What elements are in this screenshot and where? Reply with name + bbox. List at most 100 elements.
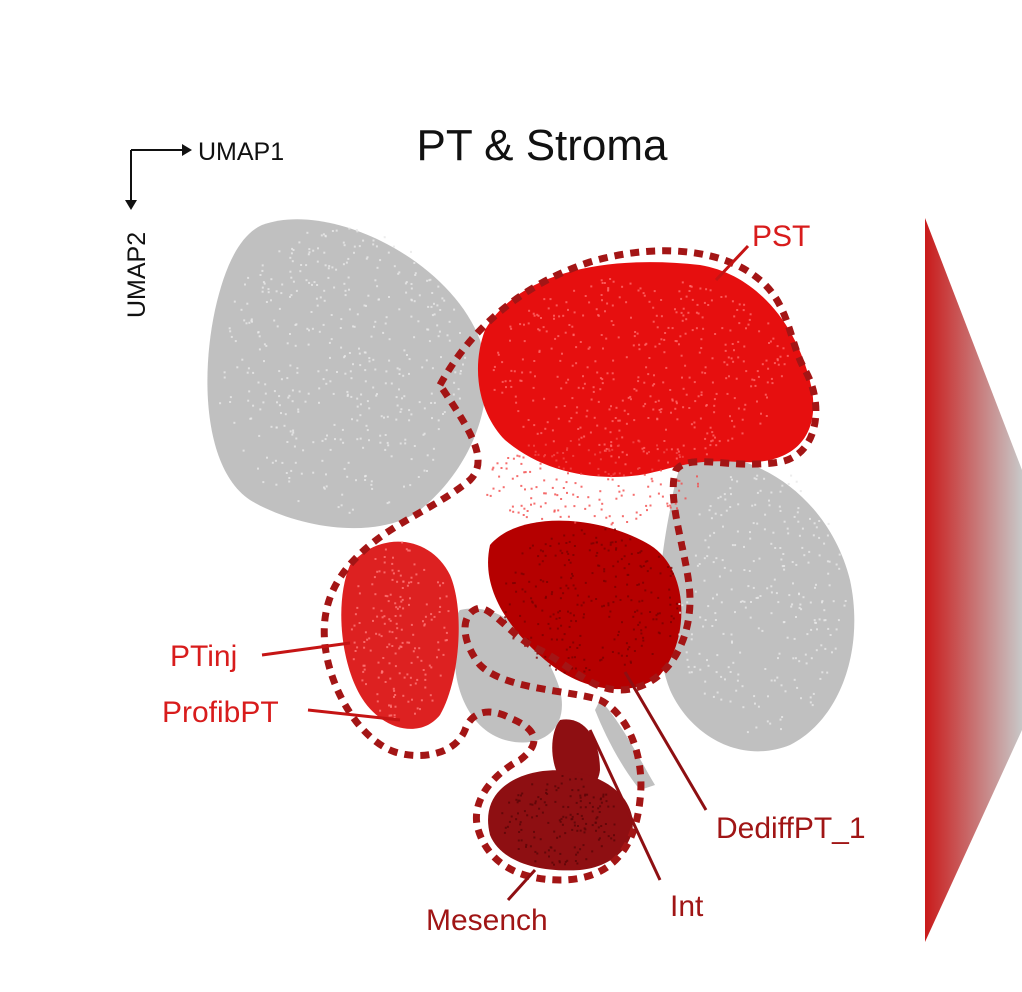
speckle-point — [429, 278, 432, 281]
speckle-point — [672, 617, 675, 620]
speckle-point — [791, 561, 794, 563]
speckle-point — [648, 357, 651, 359]
speckle-point — [786, 527, 789, 530]
speckle-point — [539, 505, 542, 508]
speckle-point — [604, 470, 607, 473]
speckle-point — [802, 596, 805, 599]
speckle-point — [787, 483, 790, 485]
speckle-point — [779, 718, 782, 721]
speckle-point — [379, 709, 382, 712]
speckle-point — [735, 689, 738, 692]
speckle-point — [325, 382, 328, 385]
speckle-point — [366, 638, 369, 641]
speckle-point — [439, 597, 442, 600]
speckle-point — [660, 408, 663, 411]
speckle-point — [684, 497, 687, 500]
speckle-point — [436, 656, 438, 659]
speckle-point — [286, 377, 289, 380]
speckle-point — [638, 467, 641, 469]
speckle-point — [716, 593, 718, 596]
speckle-point — [659, 572, 662, 575]
speckle-point — [634, 610, 636, 613]
speckle-point — [638, 600, 641, 603]
speckle-point — [602, 656, 605, 659]
speckle-point — [544, 597, 547, 599]
speckle-point — [363, 304, 366, 307]
speckle-point — [504, 826, 507, 829]
speckle-point — [437, 335, 440, 338]
speckle-point — [393, 265, 396, 268]
speckle-point — [359, 403, 362, 406]
speckle-point — [660, 315, 663, 318]
speckle-point — [571, 828, 574, 831]
speckle-point — [290, 469, 293, 472]
speckle-point — [536, 432, 539, 435]
speckle-point — [614, 461, 617, 464]
speckle-point — [384, 322, 387, 325]
speckle-point — [714, 612, 717, 615]
speckle-point — [584, 806, 587, 809]
speckle-point — [391, 562, 394, 565]
speckle-point — [579, 800, 582, 803]
speckle-point — [703, 692, 706, 695]
speckle-point — [399, 614, 402, 617]
speckle-point — [356, 438, 359, 441]
speckle-point — [539, 798, 542, 801]
speckle-point — [550, 537, 553, 540]
speckle-point — [270, 425, 273, 428]
speckle-point — [731, 343, 734, 345]
speckle-point — [289, 333, 291, 335]
speckle-point — [332, 392, 335, 395]
speckle-point — [516, 801, 519, 804]
speckle-point — [380, 635, 383, 638]
speckle-point — [388, 662, 391, 665]
speckle-point — [739, 600, 742, 603]
speckle-point — [638, 621, 641, 624]
speckle-point — [558, 465, 561, 468]
speckle-point — [348, 308, 351, 311]
speckle-point — [539, 579, 542, 582]
speckle-point — [579, 341, 582, 343]
speckle-point — [362, 446, 365, 449]
speckle-point — [356, 405, 359, 408]
speckle-point — [553, 830, 556, 833]
speckle-point — [505, 467, 508, 470]
speckle-point — [352, 363, 354, 366]
speckle-point — [741, 432, 744, 435]
speckle-point — [556, 451, 559, 454]
speckle-point — [305, 264, 308, 267]
speckle-point — [410, 458, 413, 461]
speckle-point — [409, 676, 412, 679]
speckle-point — [385, 316, 388, 319]
speckle-point — [658, 612, 661, 615]
speckle-point — [700, 394, 703, 396]
speckle-point — [549, 298, 552, 301]
speckle-point — [634, 638, 637, 641]
speckle-point — [765, 359, 768, 362]
speckle-point — [377, 676, 380, 679]
speckle-point — [339, 438, 342, 441]
speckle-point — [555, 406, 558, 409]
speckle-point — [327, 267, 330, 270]
speckle-point — [737, 340, 740, 343]
speckle-point — [694, 590, 697, 593]
speckle-point — [573, 846, 576, 849]
speckle-point — [430, 613, 433, 616]
speckle-point — [638, 348, 641, 351]
speckle-point — [427, 305, 430, 308]
speckle-point — [682, 307, 685, 310]
speckle-point — [561, 638, 564, 641]
speckle-point — [544, 427, 547, 430]
speckle-point — [818, 554, 821, 557]
speckle-point — [325, 369, 328, 372]
speckle-point — [559, 820, 562, 823]
speckle-point — [335, 229, 338, 232]
speckle-point — [393, 714, 396, 717]
speckle-point — [347, 276, 350, 279]
speckle-point — [391, 645, 394, 647]
speckle-point — [567, 515, 570, 518]
speckle-point — [675, 402, 678, 405]
speckle-point — [759, 489, 762, 492]
speckle-point — [289, 295, 291, 298]
speckle-point — [594, 821, 597, 824]
